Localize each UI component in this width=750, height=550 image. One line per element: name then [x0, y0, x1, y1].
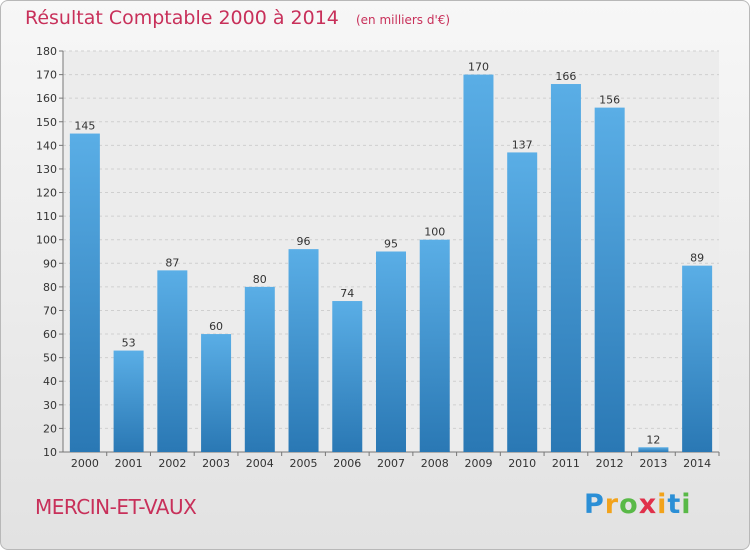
bar-2002 [157, 270, 188, 452]
y-tick-label: 70 [43, 304, 57, 317]
x-tick-label-2001: 2001 [115, 457, 143, 470]
bar-2004 [244, 286, 275, 452]
x-tick-label-2004: 2004 [246, 457, 274, 470]
y-tick-label: 90 [43, 257, 57, 270]
chart-title: Résultat Comptable 2000 à 2014 [25, 7, 339, 29]
x-tick-label-2003: 2003 [202, 457, 230, 470]
x-tick-label-2013: 2013 [639, 457, 667, 470]
data-label-2006: 74 [340, 287, 354, 300]
bar-2006 [332, 301, 363, 452]
logo-letter: P [584, 489, 605, 520]
logo-letter: o [619, 489, 639, 520]
data-label-2013: 12 [646, 433, 660, 446]
bar-2008 [419, 239, 450, 452]
data-label-2001: 53 [122, 337, 136, 350]
proxiti-logo: Proxiti [584, 489, 692, 520]
bar-2001 [113, 350, 144, 452]
bar-2000 [69, 133, 100, 452]
x-tick-label-2005: 2005 [290, 457, 318, 470]
x-tick-label-2010: 2010 [508, 457, 536, 470]
y-tick-label: 140 [36, 139, 57, 152]
y-tick-label: 20 [43, 422, 57, 435]
y-tick-label: 50 [43, 352, 57, 365]
x-tick-label-2000: 2000 [71, 457, 99, 470]
y-tick-label: 80 [43, 281, 57, 294]
x-tick-label-2011: 2011 [552, 457, 580, 470]
x-tick-label-2014: 2014 [683, 457, 711, 470]
data-label-2007: 95 [384, 238, 398, 251]
data-label-2008: 100 [424, 226, 445, 239]
chart-unit: (en milliers d'€) [355, 13, 451, 27]
logo-letter: i [681, 489, 692, 520]
data-label-2002: 87 [165, 256, 179, 269]
bar-2014 [682, 265, 713, 452]
data-label-2010: 137 [512, 138, 533, 151]
bar-2010 [507, 152, 538, 452]
bar-2005 [288, 249, 319, 452]
x-tick-label-2007: 2007 [377, 457, 405, 470]
bar-2011 [550, 84, 581, 452]
data-label-2014: 89 [690, 252, 704, 265]
x-tick-label-2002: 2002 [158, 457, 186, 470]
logo-letter: r [604, 489, 620, 520]
bar-2003 [201, 334, 232, 452]
data-label-2011: 166 [555, 70, 576, 83]
x-tick-label-2008: 2008 [421, 457, 449, 470]
title-row: Résultat Comptable 2000 à 2014 (en milli… [25, 7, 450, 29]
municipality-name: MERCIN-ET-VAUX [35, 495, 197, 519]
x-tick-label-2009: 2009 [464, 457, 492, 470]
data-label-2000: 145 [74, 120, 95, 133]
y-tick-label: 160 [36, 92, 57, 105]
y-tick-label: 170 [36, 69, 57, 82]
y-tick-label: 10 [43, 446, 57, 459]
data-label-2012: 156 [599, 94, 620, 107]
y-tick-label: 60 [43, 328, 57, 341]
x-tick-label-2006: 2006 [333, 457, 361, 470]
data-label-2003: 60 [209, 320, 223, 333]
y-tick-label: 130 [36, 163, 57, 176]
y-tick-label: 30 [43, 399, 57, 412]
y-tick-label: 150 [36, 116, 57, 129]
y-tick-label: 100 [36, 234, 57, 247]
logo-letter: x [638, 489, 658, 520]
bar-2007 [376, 251, 406, 452]
data-label-2004: 80 [253, 273, 267, 286]
bar-2012 [594, 107, 625, 453]
y-tick-label: 110 [36, 210, 57, 223]
data-label-2009: 170 [468, 61, 489, 74]
bar-2009 [463, 74, 494, 453]
y-tick-label: 180 [36, 45, 57, 58]
data-label-2005: 96 [297, 235, 311, 248]
y-tick-label: 120 [36, 187, 57, 200]
y-tick-label: 40 [43, 375, 57, 388]
bar-2013 [638, 447, 669, 452]
logo-letter: i [657, 489, 668, 520]
x-tick-label-2012: 2012 [596, 457, 624, 470]
logo-letter: t [667, 489, 682, 520]
